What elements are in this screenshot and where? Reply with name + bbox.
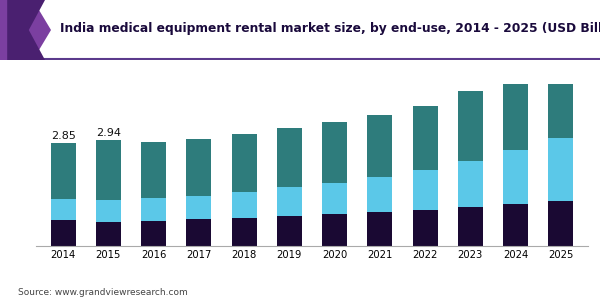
Bar	[322, 122, 347, 183]
Bar	[141, 221, 166, 246]
Bar	[141, 142, 166, 199]
Bar	[187, 196, 211, 219]
Bar	[232, 134, 257, 192]
Bar	[187, 139, 211, 196]
Legend: Personal/Home care, Institutes and Laboratories, Hospitals: Personal/Home care, Institutes and Labor…	[135, 296, 489, 300]
Bar	[367, 115, 392, 177]
Bar	[322, 214, 347, 246]
Bar	[187, 219, 211, 246]
Bar	[548, 138, 573, 201]
Bar	[367, 177, 392, 212]
Bar	[503, 150, 528, 204]
Bar	[367, 212, 392, 246]
Polygon shape	[7, 0, 45, 60]
Text: 2.94: 2.94	[96, 128, 121, 138]
Bar	[277, 216, 302, 246]
Text: Source: www.grandviewresearch.com: Source: www.grandviewresearch.com	[18, 288, 188, 297]
Bar	[503, 204, 528, 246]
Bar	[51, 199, 76, 220]
Bar	[51, 220, 76, 246]
Bar	[277, 128, 302, 187]
Text: India medical equipment rental market size, by end-use, 2014 - 2025 (USD Billion: India medical equipment rental market si…	[60, 22, 600, 35]
Bar	[96, 221, 121, 246]
Bar	[232, 192, 257, 218]
Bar	[413, 210, 437, 246]
Bar	[141, 199, 166, 221]
Bar	[503, 75, 528, 150]
Bar	[277, 187, 302, 216]
Bar	[322, 183, 347, 214]
Bar	[548, 201, 573, 246]
Bar	[458, 207, 483, 246]
Bar	[413, 170, 437, 210]
Bar	[458, 161, 483, 207]
Bar	[232, 218, 257, 246]
Text: 2.85: 2.85	[51, 131, 76, 141]
Polygon shape	[0, 0, 51, 60]
Bar	[458, 91, 483, 161]
Bar	[413, 106, 437, 170]
Bar	[96, 140, 121, 200]
Bar	[548, 55, 573, 138]
Bar	[51, 143, 76, 199]
Bar	[96, 200, 121, 221]
